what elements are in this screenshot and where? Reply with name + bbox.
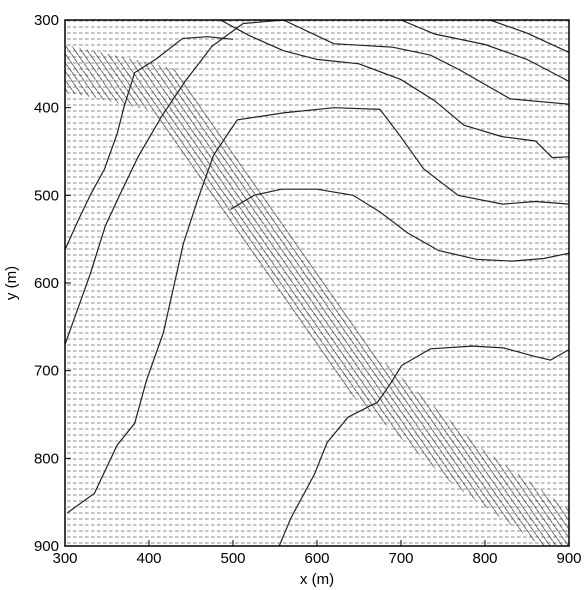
contour-lines: [65, 20, 569, 546]
y-tick-label: 600: [34, 275, 59, 292]
contour-line-5: [230, 188, 569, 262]
y-tick-label: 700: [34, 363, 59, 380]
y-axis-label: y (m): [3, 266, 20, 300]
x-tick-label: 900: [556, 550, 581, 567]
y-tick-label: 300: [34, 12, 59, 29]
x-tick-label: 800: [472, 550, 497, 567]
x-axis: 300 400 500 600 700 800 900: [52, 540, 582, 567]
y-tick-label: 400: [34, 100, 59, 117]
contour-line-6: [220, 20, 569, 159]
y-axis: 300 400 500 600 700 800 900: [34, 12, 71, 555]
y-tick-label: 500: [34, 187, 59, 204]
contour-line-8: [400, 20, 569, 82]
vector-field-band: [65, 45, 569, 546]
x-tick-label: 600: [304, 550, 329, 567]
y-tick-label: 900: [34, 538, 59, 555]
x-tick-label: 500: [220, 550, 245, 567]
contour-line-3: [65, 36, 234, 250]
y-tick-label: 800: [34, 450, 59, 467]
contour-line-1: [67, 107, 569, 514]
contour-line-4: [278, 345, 569, 546]
contour-line-7: [283, 20, 569, 105]
plot-area: [64, 19, 570, 547]
contour-line-9: [489, 20, 569, 53]
x-tick-label: 400: [136, 550, 161, 567]
x-axis-label: x (m): [300, 571, 334, 588]
x-tick-label: 700: [388, 550, 413, 567]
x-tick-label: 300: [52, 550, 77, 567]
